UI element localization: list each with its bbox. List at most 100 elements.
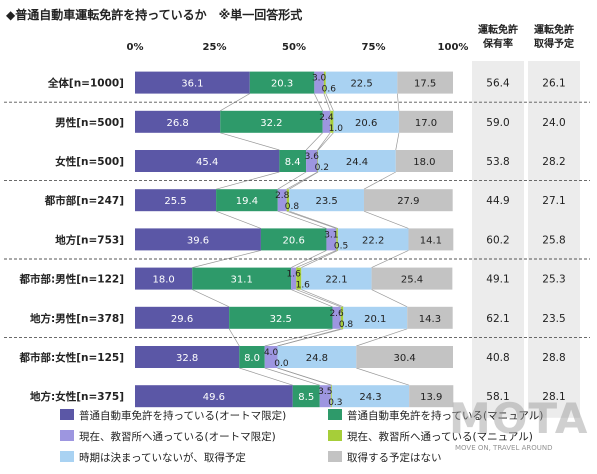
data-label-small: 0.3 (328, 398, 342, 408)
bar-segment (239, 346, 265, 368)
mota-tagline: MOVE ON, TRAVEL AROUND (455, 444, 553, 452)
connector-line (363, 210, 409, 229)
bar-segment (216, 189, 278, 212)
connector-line (192, 289, 230, 308)
bar-segment (264, 346, 278, 368)
data-label-small: 2.6 (329, 309, 344, 319)
legend-swatch (328, 409, 342, 420)
bar-segment (318, 150, 396, 172)
x-tick-label: 50% (282, 42, 306, 53)
legend-swatch (60, 409, 74, 420)
legend-label: 普通自動車免許を持っている(マニュアル) (347, 409, 543, 422)
bar-segment (336, 228, 338, 251)
data-label: 8.0 (244, 353, 260, 364)
x-tick-label: 25% (203, 42, 227, 53)
data-label-small: 4.0 (264, 348, 279, 358)
bar-segment (326, 228, 337, 251)
bar-segment (292, 385, 320, 408)
data-label: 14.1 (420, 235, 442, 246)
category-label: 地方[n=753] (55, 233, 124, 246)
data-label: 22.1 (325, 275, 347, 286)
legend-label: 現在、教習所へ通っている(オートマ限定) (79, 430, 276, 443)
category-label: 全体[n=1000] (47, 77, 124, 90)
data-label: 20.3 (271, 79, 293, 90)
category-label: 都市部[n=247] (44, 194, 124, 207)
connector-line (289, 210, 339, 229)
data-label-small: 0.8 (339, 320, 354, 330)
connector-line (220, 132, 280, 151)
data-label: 23.5 (315, 196, 337, 207)
data-label: 20.1 (364, 314, 386, 325)
connector-line (264, 328, 333, 347)
bar-segment (135, 385, 293, 408)
data-label-small: 2.4 (319, 113, 334, 123)
bar-segment (317, 150, 319, 172)
connector-line (286, 210, 337, 229)
stat-value: 23.5 (542, 313, 565, 325)
category-label: 地方:男性[n=378] (30, 312, 124, 325)
legend-swatch (328, 430, 342, 441)
data-label: 13.9 (420, 392, 442, 403)
data-label-small: 0.5 (334, 241, 348, 251)
bar-segment (371, 267, 453, 290)
stat-value: 62.1 (486, 313, 509, 325)
bar-segment (296, 267, 302, 290)
connector-line (397, 93, 400, 111)
legend-swatch (60, 451, 74, 462)
x-tick-label: 75% (362, 42, 386, 53)
stat-value: 44.9 (486, 195, 509, 207)
stat-header: 運転免許 (534, 23, 574, 36)
data-label: 22.2 (362, 235, 384, 246)
bar-segment (260, 228, 327, 251)
connector-line (356, 367, 410, 386)
data-label-small: 3.1 (324, 230, 338, 240)
stat-value: 60.2 (486, 234, 509, 246)
legend-label: 普通自動車免許を持っている(オートマ限定) (79, 409, 286, 422)
stat-value: 49.1 (486, 274, 509, 286)
connector-line (286, 171, 318, 190)
data-label: 32.5 (270, 314, 292, 325)
data-label: 20.6 (355, 118, 377, 129)
bar-segment (306, 150, 318, 172)
bar-segment (314, 71, 324, 94)
stat-column-bg-2 (528, 61, 580, 418)
data-label: 24.3 (359, 392, 381, 403)
bar-segment (407, 306, 453, 329)
mota-logo: MOTA (449, 394, 589, 443)
bar-segment (363, 189, 453, 212)
bar-segment (330, 110, 334, 133)
bar-segment (289, 189, 364, 212)
data-label-small: 3.5 (318, 387, 332, 397)
stat-value: 28.2 (542, 156, 565, 168)
chart-background (472, 61, 580, 418)
bar-segment (135, 110, 221, 133)
data-label-small: 0.6 (322, 85, 337, 95)
bar-segment (277, 189, 287, 212)
connector-line (290, 250, 327, 268)
bar-segment (229, 306, 333, 329)
data-label: 8.5 (298, 392, 314, 403)
data-label: 14.3 (419, 314, 441, 325)
x-tick-label: 100% (438, 42, 469, 53)
data-label: 17.0 (415, 118, 437, 129)
connector-line (289, 171, 319, 190)
category-label: 都市部:女性[n=125] (19, 351, 125, 364)
data-label: 8.4 (285, 157, 301, 168)
stat-header: 運転免許 (478, 23, 518, 36)
bar-segment (249, 71, 315, 94)
group-separators (4, 101, 590, 338)
bar-segment (301, 267, 372, 290)
bar-segment (135, 346, 240, 368)
data-label-small: 0.0 (274, 359, 289, 369)
bar-segment (279, 150, 307, 172)
category-label: 地方:女性[n=375] (30, 390, 124, 403)
bar-segment (398, 110, 453, 133)
bar-segment (325, 71, 398, 94)
stat-value: 53.8 (486, 156, 509, 168)
legend-label: 現在、教習所へ通っている(マニュアル) (347, 430, 533, 443)
data-label-small: 3.0 (312, 74, 327, 84)
connector-line (314, 93, 323, 111)
data-label: 25.4 (401, 275, 423, 286)
